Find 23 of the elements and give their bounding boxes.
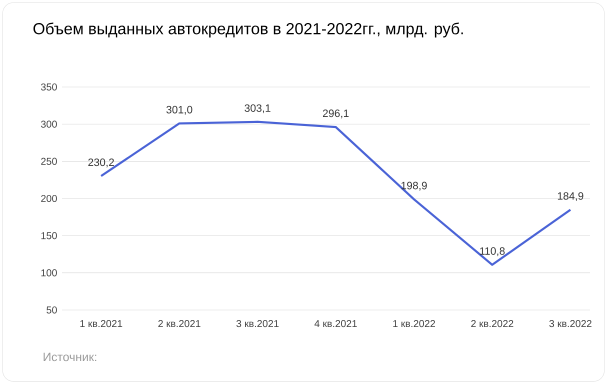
data-label: 230,2 xyxy=(88,158,114,168)
x-tick-label: 2 кв.2022 xyxy=(471,320,514,328)
data-label: 296,1 xyxy=(322,110,349,118)
x-tick-label: 1 кв.2022 xyxy=(393,320,436,328)
y-tick-label: 200 xyxy=(41,194,57,202)
data-label: 184,9 xyxy=(558,192,584,201)
x-tick-label: 2 кв.2021 xyxy=(158,320,200,328)
y-tick-label: 100 xyxy=(41,269,57,276)
text: Источник: xyxy=(44,352,96,362)
data-label: 301,0 xyxy=(166,106,192,115)
chart-title: Объем выданных автокредитов в 2021-2022гг., млрд. руб. xyxy=(33,22,463,38)
data-label: 110,8 xyxy=(480,247,505,256)
y-tick-label: 350 xyxy=(40,83,57,91)
y-tick-label: 150 xyxy=(41,232,57,240)
y-tick-label: 50 xyxy=(46,306,57,314)
y-tick-label: 250 xyxy=(41,158,57,165)
x-tick-label: 1 кв.2021 xyxy=(80,320,122,328)
data-label: 303,1 xyxy=(244,104,270,114)
data-label: 198,9 xyxy=(401,182,427,191)
x-tick-label: 4 кв.2021 xyxy=(314,320,357,328)
x-tick-label: 3 кв.2022 xyxy=(549,320,592,328)
y-tick-label: 300 xyxy=(40,120,57,128)
x-tick-label: 3 кв.2021 xyxy=(236,320,279,328)
